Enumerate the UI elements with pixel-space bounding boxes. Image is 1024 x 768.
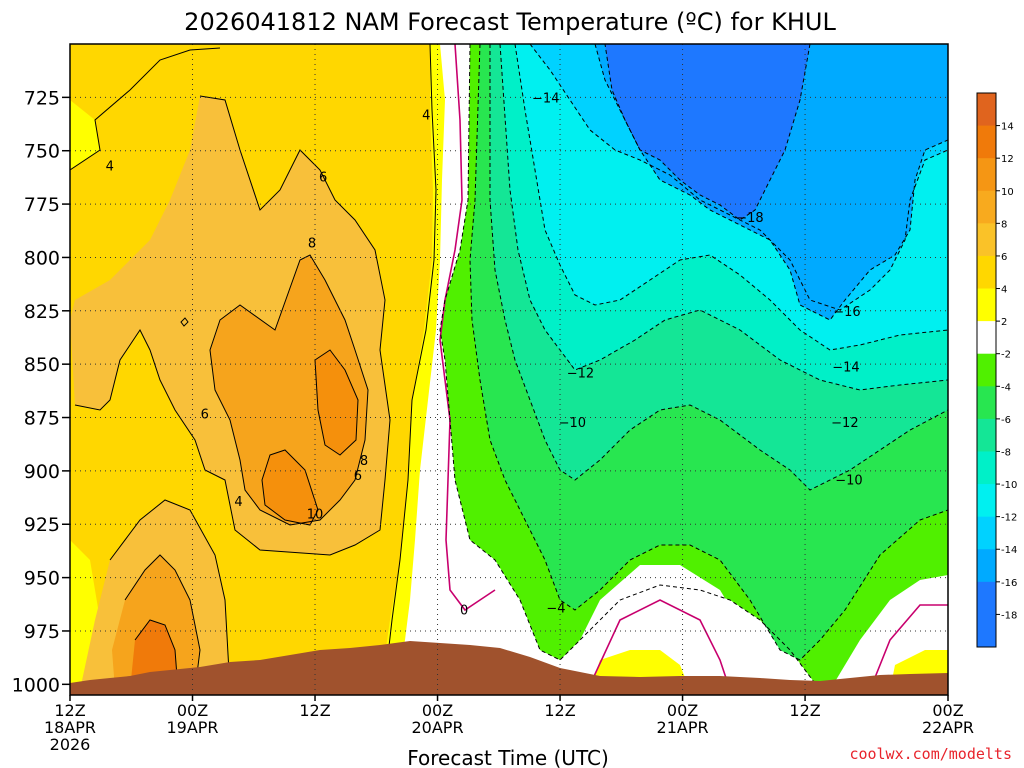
site-credit: coolwx.com/modelts — [849, 745, 1012, 763]
colorbar-swatch — [977, 288, 996, 322]
contour-label: −12 — [831, 416, 858, 431]
colorbar-swatch — [977, 549, 996, 583]
y-tick-label: 750 — [24, 141, 60, 163]
y-tick-label: 825 — [24, 301, 60, 323]
contour-label: 6 — [354, 469, 362, 484]
y-tick-label: 725 — [24, 87, 60, 109]
contour-label: 4 — [106, 160, 114, 175]
colorbar-swatch — [977, 451, 996, 485]
colorbar-label: 6 — [1001, 252, 1007, 263]
y-tick-label: 775 — [24, 194, 60, 216]
contour-label: −18 — [736, 211, 763, 226]
colorbar-label: -12 — [1001, 513, 1017, 524]
y-tick-label: 975 — [24, 621, 60, 643]
y-tick-label: 850 — [24, 354, 60, 376]
x-tick-label: 00Z — [422, 701, 453, 720]
y-tick-label: 800 — [24, 247, 60, 269]
fill-10-12 — [262, 350, 358, 525]
x-tick-label: 20APR — [411, 718, 463, 737]
colorbar-label: 10 — [1001, 187, 1014, 198]
colorbar-swatch — [977, 353, 996, 387]
contour-label: 8 — [360, 454, 368, 469]
contour-label: 4 — [234, 495, 242, 510]
x-tick-label: 12Z — [789, 701, 820, 720]
contour-label: −12 — [567, 367, 594, 382]
contour-label: 6 — [201, 407, 209, 422]
fill-neg18-below — [605, 44, 810, 220]
colorbar-swatch — [977, 321, 996, 355]
terrain — [70, 641, 948, 695]
colorbar-swatch — [977, 125, 996, 159]
x-axis-title: Forecast Time (UTC) — [407, 746, 609, 768]
contour-label: −4 — [546, 601, 565, 616]
colorbar-swatch — [977, 614, 996, 647]
x-tick-label: 19APR — [166, 718, 218, 737]
colorbar-swatch — [977, 255, 996, 290]
colorbar-swatch — [977, 484, 996, 518]
colorbar-label: -2 — [1001, 350, 1011, 361]
contour-label: −16 — [833, 305, 860, 320]
contour-label: 4 — [422, 108, 430, 123]
colorbar-swatch — [977, 581, 996, 615]
contour-label: −10 — [559, 416, 586, 431]
y-tick-label: 900 — [24, 461, 60, 483]
colorbar-label: 8 — [1001, 219, 1007, 230]
colorbar-swatch — [977, 158, 996, 192]
colorbar-swatch — [977, 223, 996, 257]
contour-zero-3 — [869, 604, 948, 691]
grid-lines — [70, 44, 948, 695]
colorbar-label: 14 — [1001, 122, 1014, 133]
x-tick-label: 12Z — [544, 701, 575, 720]
x-tick-label: 21APR — [657, 718, 709, 737]
chart-title: 2026041812 NAM Forecast Temperature (ºC)… — [184, 8, 836, 36]
colorbar-label: 12 — [1001, 154, 1014, 165]
contour-label: −10 — [835, 473, 862, 488]
x-tick-label: 12Z — [299, 701, 330, 720]
cold-contours — [439, 44, 948, 691]
contour-label: 6 — [319, 170, 327, 185]
y-axis: 725 750 775 800 825 850 875 900 925 950 975 1000 — [12, 87, 70, 696]
colorbar-swatch — [977, 190, 996, 224]
colorbar-swatch — [977, 418, 996, 452]
contour-label: 10 — [307, 508, 324, 523]
colorbar-label: 4 — [1001, 285, 1007, 296]
y-tick-label: 1000 — [12, 674, 60, 696]
x-tick-label: 00Z — [177, 701, 208, 720]
x-tick-label: 00Z — [667, 701, 698, 720]
colorbar-label: -10 — [1001, 480, 1017, 491]
x-tick-label: 12Z — [54, 701, 85, 720]
colorbar-label: -18 — [1001, 610, 1017, 621]
colorbar: 14 12 10 8 6 4 2 -2 -4 -6 -8 -10 -12 -14 -16 -18 — [976, 92, 1017, 648]
colorbar-label: -16 — [1001, 578, 1017, 589]
colorbar-swatch — [977, 386, 996, 420]
fill-8-10 — [210, 255, 368, 525]
x-tick-label: 2026 — [50, 735, 91, 754]
y-tick-label: 925 — [24, 514, 60, 536]
colorbar-swatch — [977, 516, 996, 550]
contour-label: −14 — [832, 360, 859, 375]
y-tick-label: 875 — [24, 408, 60, 430]
x-tick-label: 00Z — [932, 701, 963, 720]
colorbar-swatch — [977, 93, 996, 127]
x-tick-label: 22APR — [922, 718, 974, 737]
plot-frame — [69, 43, 949, 696]
colorbar-label: -14 — [1001, 545, 1017, 556]
colorbar-label: -4 — [1001, 382, 1011, 393]
colorbar-label: 2 — [1001, 317, 1007, 328]
contour-label: −14 — [532, 91, 559, 106]
colorbar-label: -8 — [1001, 447, 1011, 458]
colorbar-frame — [976, 92, 997, 648]
contour-label: 8 — [308, 237, 316, 252]
colorbar-label: -6 — [1001, 415, 1011, 426]
contour-label: 0 — [460, 604, 468, 619]
y-tick-label: 950 — [24, 568, 60, 590]
x-tick-label: 18APR — [44, 718, 96, 737]
contour-zero — [439, 44, 496, 612]
